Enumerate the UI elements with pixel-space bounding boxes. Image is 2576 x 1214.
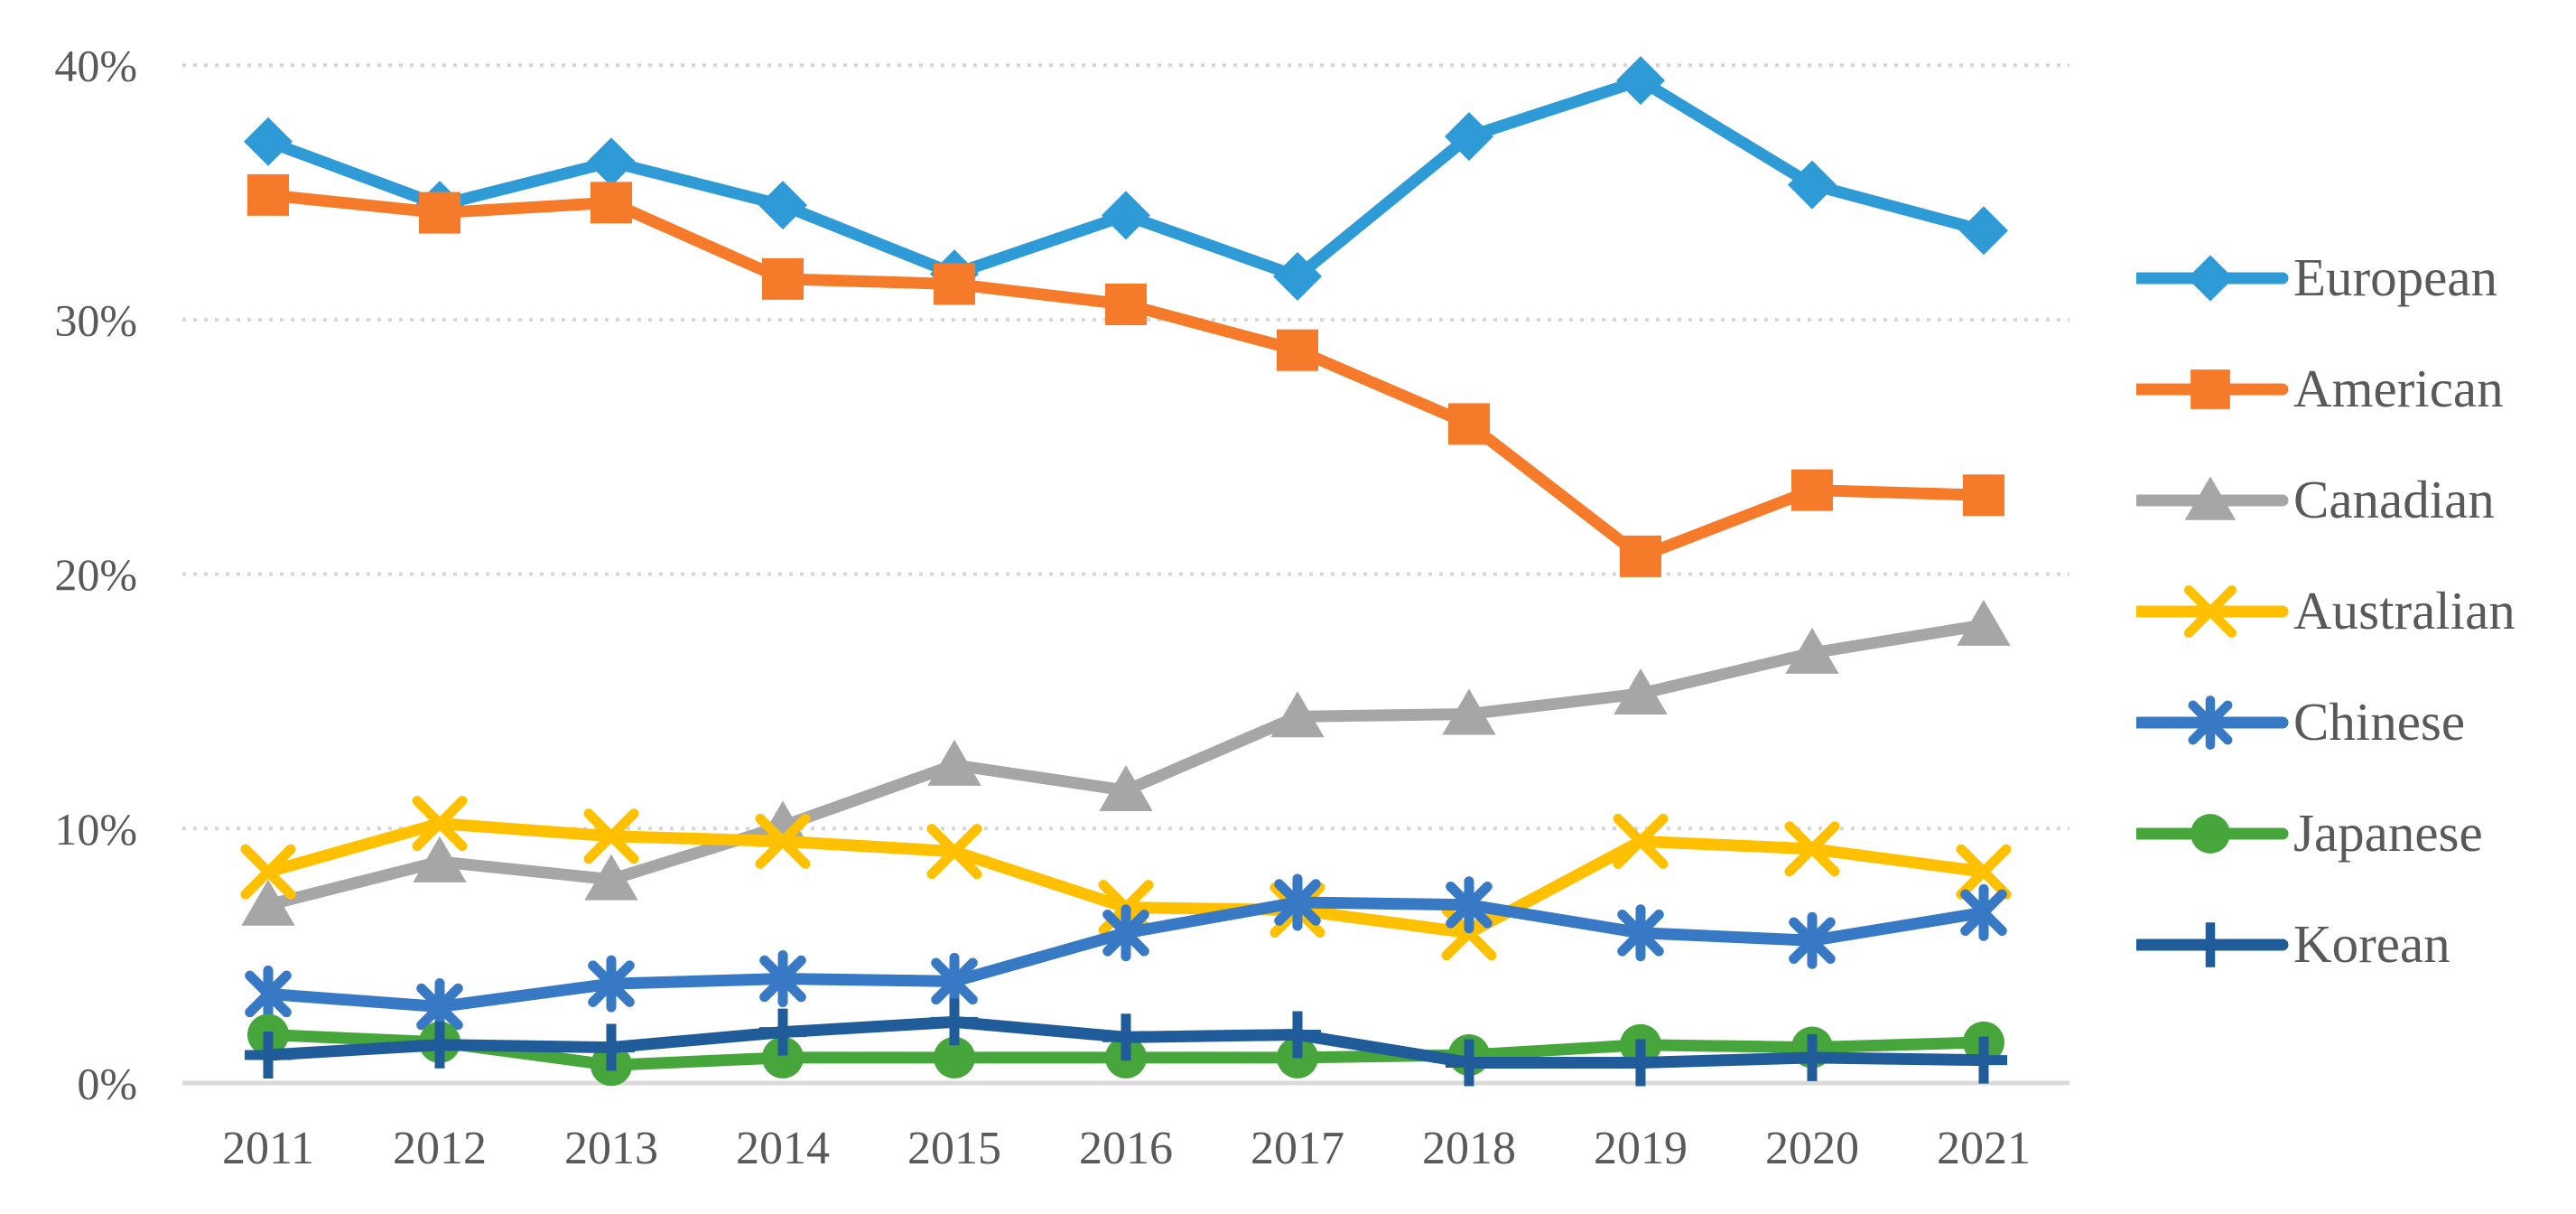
legend-item-japanese: Japanese xyxy=(2136,778,2516,889)
x-axis-tick-label: 2019 xyxy=(1594,1123,1688,1174)
x-axis-tick-label: 2015 xyxy=(907,1123,1001,1174)
y-axis-tick-label: 30% xyxy=(54,294,137,345)
legend-label-chinese: Chinese xyxy=(2293,692,2466,752)
x-axis-tick-label: 2018 xyxy=(1422,1123,1516,1174)
legend-label-american: American xyxy=(2293,359,2504,418)
series-line-canadian xyxy=(262,619,1990,911)
legend-marker-asterisk-icon xyxy=(2136,695,2289,750)
legend-item-american: American xyxy=(2136,333,2516,444)
y-axis-tick-label: 10% xyxy=(54,804,137,854)
chart-legend: European American Canadian Australian Chines… xyxy=(2136,222,2516,1000)
legend-item-canadian: Canadian xyxy=(2136,444,2516,556)
x-axis-labels: 2011 2012 2013 2014 2015 2016 2017 2018 2019 2020… xyxy=(222,1123,2031,1174)
series-canadian xyxy=(241,599,2011,926)
legend-item-australian: Australian xyxy=(2136,556,2516,667)
series-chinese xyxy=(245,873,2007,1035)
x-axis-tick-label: 2017 xyxy=(1251,1123,1344,1174)
series-markers-korean xyxy=(245,998,2007,1087)
legend-marker-square-icon xyxy=(2136,369,2289,409)
series-line-european xyxy=(262,74,1990,283)
legend-item-european: European xyxy=(2136,222,2516,333)
series-markers-japanese xyxy=(247,1013,2004,1087)
series-korean xyxy=(245,998,2007,1087)
legend-label-japanese: Japanese xyxy=(2293,803,2483,863)
legend-marker-x-icon xyxy=(2136,584,2289,638)
x-axis-tick-label: 2013 xyxy=(564,1123,658,1174)
series-line-american xyxy=(262,189,1990,563)
legend-item-korean: Korean xyxy=(2136,889,2516,1000)
y-axis-tick-label: 20% xyxy=(54,549,137,600)
series-markers-chinese xyxy=(245,873,2007,1035)
legend-label-european: European xyxy=(2293,247,2498,307)
x-axis-tick-label: 2014 xyxy=(736,1123,830,1174)
series-markers-european xyxy=(244,56,2008,302)
y-axis-tick-label: 0% xyxy=(77,1059,137,1109)
x-axis-tick-label: 2011 xyxy=(222,1123,314,1174)
series-european xyxy=(244,56,2008,302)
y-axis-tick-label: 40% xyxy=(54,41,137,91)
x-axis-tick-label: 2021 xyxy=(1937,1123,2031,1174)
series-markers-american xyxy=(247,173,2004,577)
x-axis-tick-label: 2012 xyxy=(393,1123,487,1174)
y-axis-labels: 0% 10% 20% 30% 40% xyxy=(54,41,137,1109)
legend-label-australian: Australian xyxy=(2293,581,2516,640)
legend-item-chinese: Chinese xyxy=(2136,667,2516,778)
x-axis-tick-label: 2016 xyxy=(1079,1123,1173,1174)
legend-marker-circle-icon xyxy=(2136,813,2289,854)
legend-marker-plus-icon xyxy=(2136,921,2289,967)
legend-marker-diamond-icon xyxy=(2136,254,2289,302)
series-american xyxy=(247,173,2004,577)
series-markers-canadian xyxy=(241,599,2011,926)
gridlines xyxy=(182,63,2069,831)
legend-marker-triangle-icon xyxy=(2136,475,2289,520)
legend-label-canadian: Canadian xyxy=(2293,470,2495,529)
legend-label-korean: Korean xyxy=(2293,914,2450,974)
x-axis-tick-label: 2020 xyxy=(1765,1123,1859,1174)
